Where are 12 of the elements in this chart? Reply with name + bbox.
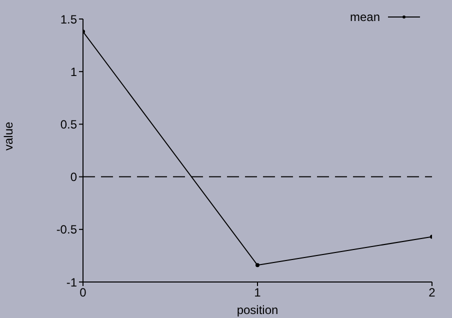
y-tick-label: 1 [70,64,78,79]
x-tick-label: 0 [80,286,87,300]
x-tick-label: 2 [428,286,436,300]
y-tick-label: 1.5 [60,12,78,26]
y-tick-label: -1 [66,275,78,290]
x-axis-title: position [236,303,278,317]
y-tick-label: 0 [70,170,78,184]
x-tick-label: 1 [254,286,262,300]
y-tick-label: 0.5 [60,117,78,132]
legend-label: mean [350,10,380,24]
y-tick-label: -0.5 [56,222,78,237]
y-axis-title: value [1,121,16,150]
